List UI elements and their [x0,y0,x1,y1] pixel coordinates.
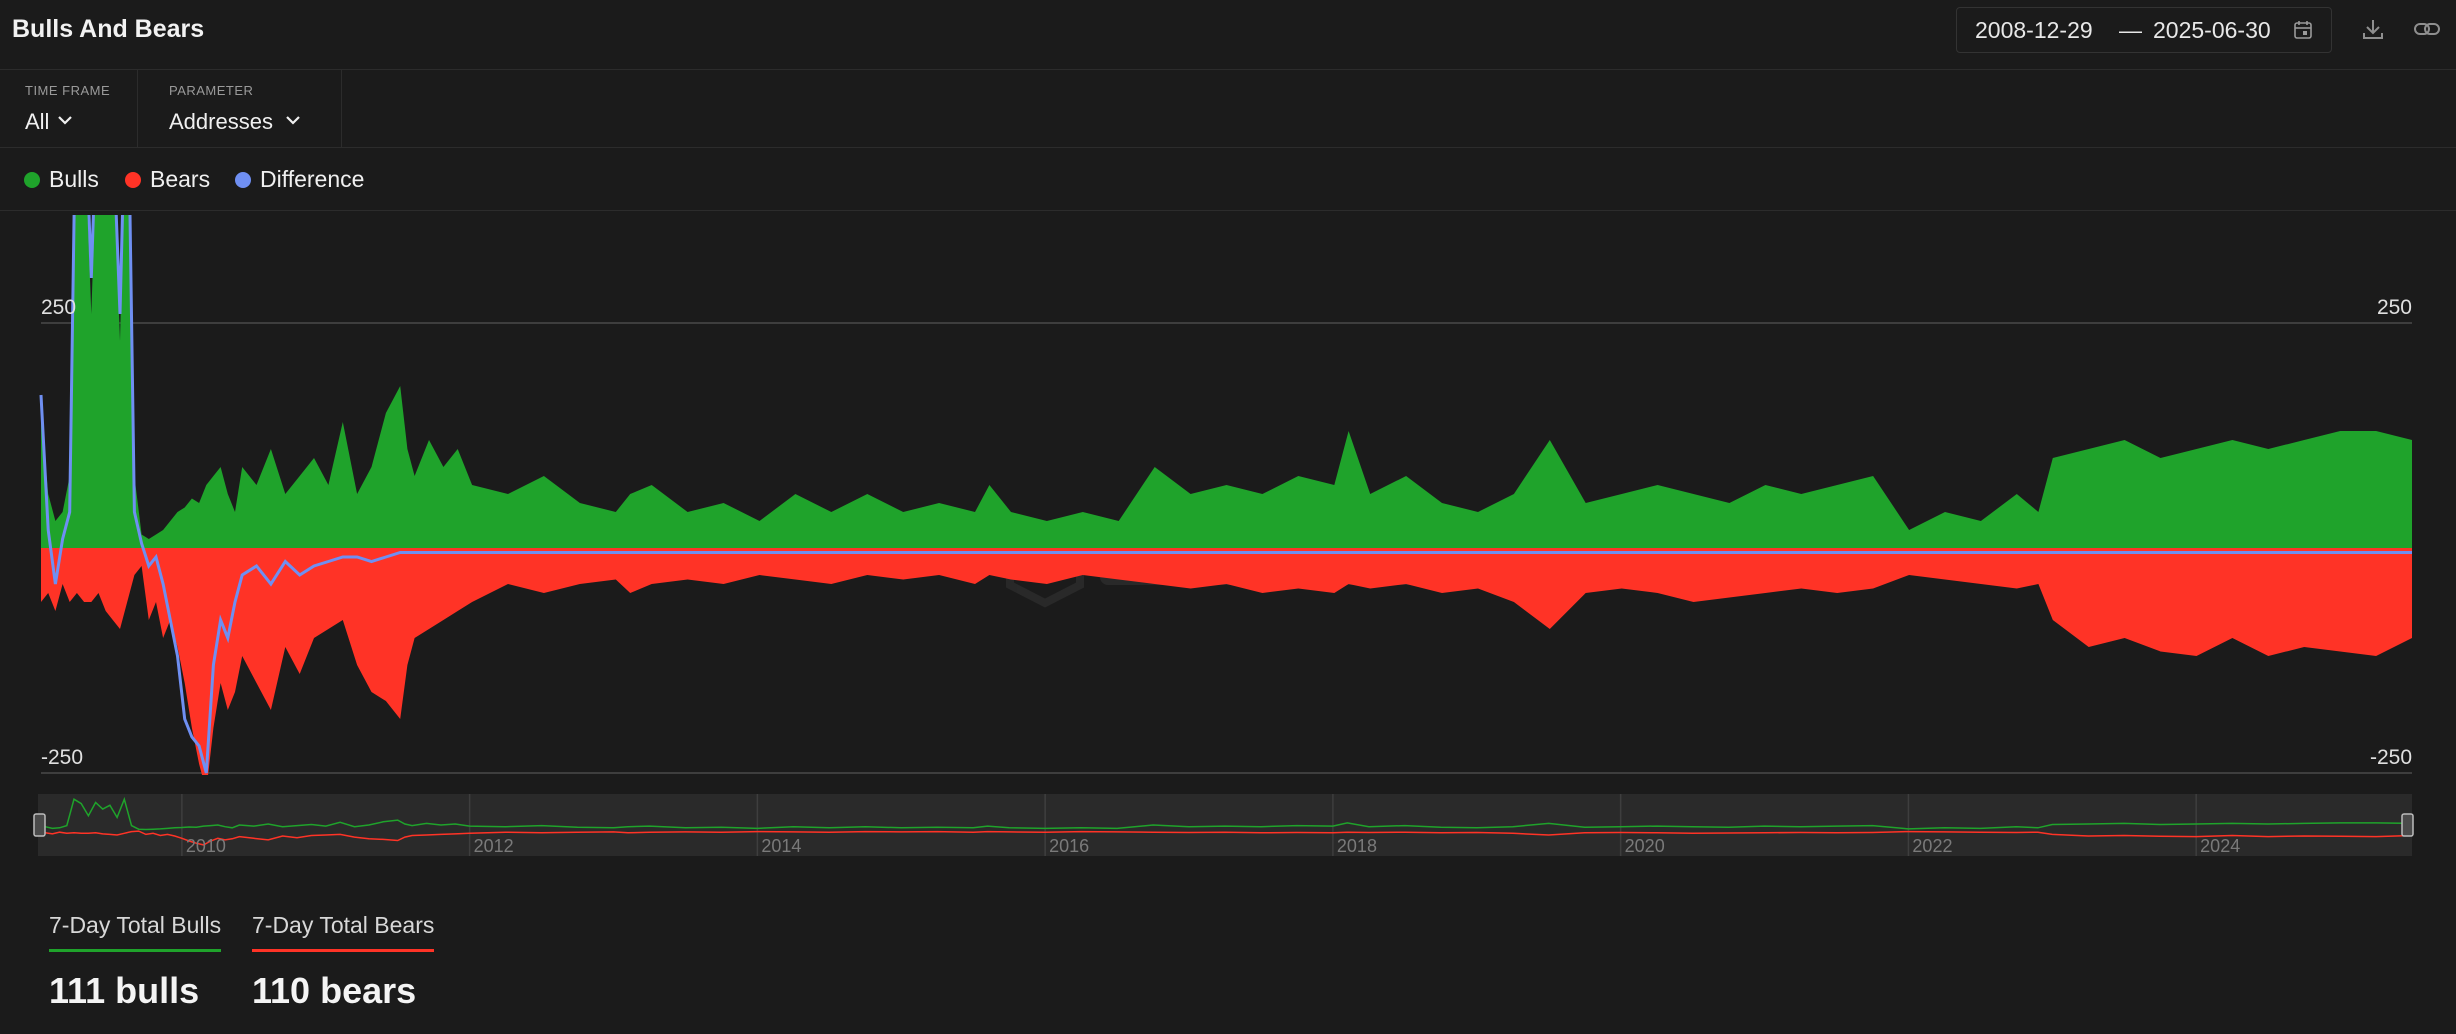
date-end[interactable]: 2025-06-30 [2153,17,2271,43]
page-title: Bulls And Bears [12,15,205,43]
date-range-picker[interactable]: 2008-12-29 — 2025-06-30 [1956,7,2332,53]
legend-dot-bears [125,172,141,188]
navigator-track [38,794,2412,856]
y-axis-labels: -500-500-250-250250250500500 [41,296,2412,769]
navigator-tick-label: 2018 [1337,836,1377,856]
timeframe-label: TIME FRAME [25,83,111,98]
chart-legend: Bulls Bears Difference [0,148,2456,211]
navigator-handle-left[interactable] [33,813,46,837]
stat-bulls: 7-Day Total Bulls 111 bulls [49,912,222,1011]
navigator-handle-right[interactable] [2401,813,2414,837]
chevron-down-icon[interactable] [57,113,73,127]
stat-bears: 7-Day Total Bears 110 bears [252,912,435,1011]
calendar-icon[interactable] [2293,20,2313,40]
stat-bears-value: 110 bears [252,970,417,1011]
stat-bears-label: 7-Day Total Bears [252,912,435,952]
y-tick-label-right: -250 [2370,746,2412,769]
range-navigator[interactable]: 2010 2012 2014 2016 2018 2020 2022 2024 [0,790,2456,860]
series-bears-area [41,548,2412,775]
y-tick-label-left: -250 [41,746,83,769]
legend-item-bulls[interactable]: Bulls [24,166,99,193]
parameter-filter[interactable]: PARAMETER Addresses [143,69,342,147]
link-icon[interactable] [2412,14,2442,44]
y-tick-label-left: 250 [41,296,76,319]
parameter-value[interactable]: Addresses [169,109,273,134]
y-tick-label-right: 250 [2377,296,2412,319]
navigator-grid [181,794,2197,856]
navigator-tick-label: 2014 [761,836,801,856]
date-separator: — [2119,17,2142,43]
chart-grid [41,322,2412,774]
date-start[interactable]: 2008-12-29 [1975,17,2093,43]
chevron-down-icon[interactable] [285,113,301,127]
header: Bulls And Bears 2008-12-29 — 2025-06-30 [0,0,2456,70]
navigator-tick-label: 2016 [1049,836,1089,856]
legend-dot-bulls [24,172,40,188]
navigator-tick-label: 2022 [1912,836,1952,856]
navigator-tick-label: 2024 [2200,836,2240,856]
legend-item-bears[interactable]: Bears [125,166,210,193]
legend-item-difference[interactable]: Difference [235,166,364,193]
filter-bar: TIME FRAME All PARAMETER Addresses [0,69,2456,148]
timeframe-filter[interactable]: TIME FRAME All [0,69,138,147]
stat-bulls-value: 111 bulls [49,970,200,1011]
series-difference-line [39,215,2412,774]
navigator-bears-line [37,830,2413,846]
navigator-series [37,796,2413,846]
main-chart[interactable]: -500-500-250-250250250500500 20092010201… [0,215,2456,775]
navigator-bulls-line [37,796,2413,831]
navigator-tick-label: 2012 [474,836,514,856]
timeframe-value[interactable]: All [25,109,50,134]
navigator-tick-label: 2010 [186,836,226,856]
series-bulls-area [41,215,2412,548]
legend-dot-difference [235,172,251,188]
stat-bulls-label: 7-Day Total Bulls [49,912,222,952]
chart-areas [39,215,2412,775]
navigator-tick-label: 2020 [1625,836,1665,856]
download-icon[interactable] [2358,14,2388,44]
navigator-labels: 2010 2012 2014 2016 2018 2020 2022 2024 [186,836,2240,856]
parameter-label: PARAMETER [169,83,254,98]
